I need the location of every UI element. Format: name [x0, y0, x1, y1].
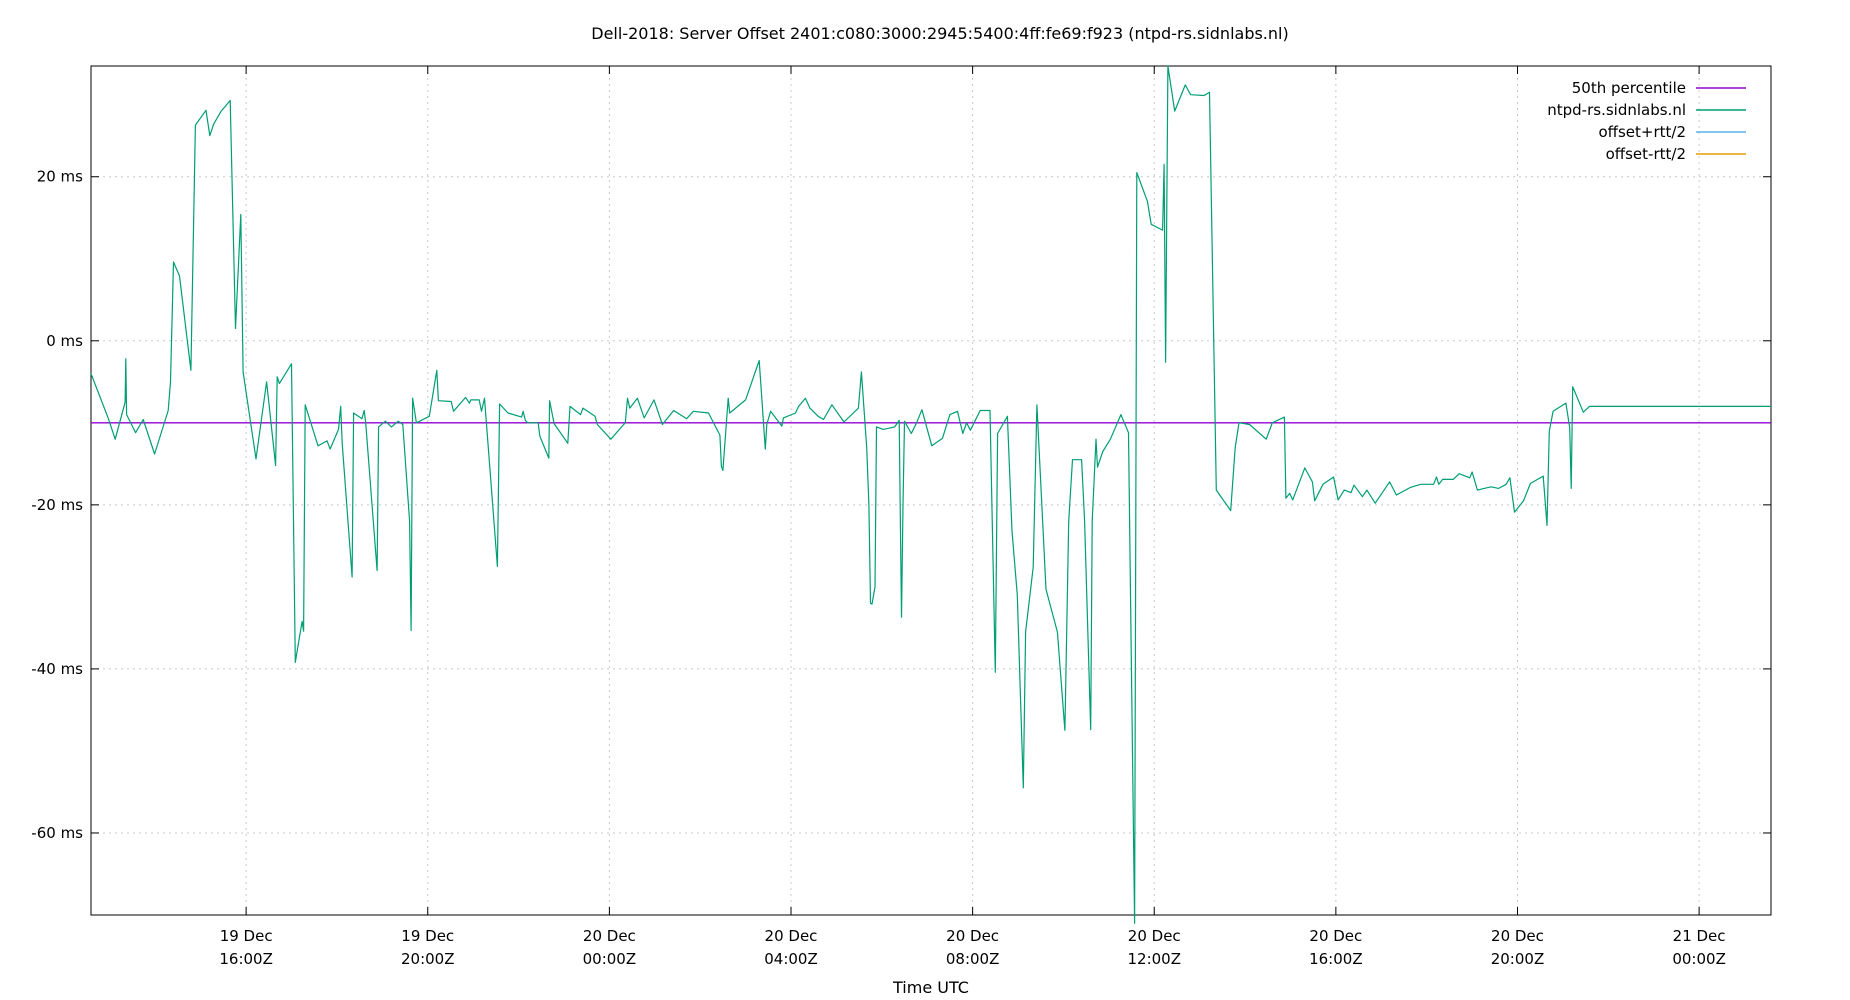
- x-tick-label-time: 16:00Z: [1309, 950, 1363, 968]
- y-tick-label: -20 ms: [31, 496, 83, 514]
- y-tick-label: 20 ms: [37, 168, 83, 186]
- x-tick-label-date: 20 Dec: [946, 927, 999, 945]
- series-layer: [90, 65, 1771, 924]
- x-tick-label-time: 00:00Z: [1672, 950, 1726, 968]
- x-tick-label-date: 20 Dec: [765, 927, 818, 945]
- x-tick-label-date: 19 Dec: [401, 927, 454, 945]
- x-tick-label-time: 16:00Z: [219, 950, 273, 968]
- y-axis: 20 ms 0 ms -20 ms -40 ms -60 ms: [31, 168, 1771, 842]
- y-tick-label: 0 ms: [46, 332, 83, 350]
- series-line-ntpd-rs: [90, 65, 1771, 924]
- legend-label: ntpd-rs.sidnlabs.nl: [1547, 101, 1686, 119]
- y-tick-label: -40 ms: [31, 660, 83, 678]
- x-tick-label-time: 12:00Z: [1127, 950, 1181, 968]
- x-tick-label-time: 04:00Z: [764, 950, 818, 968]
- legend-label: offset+rtt/2: [1598, 123, 1686, 141]
- legend-label: 50th percentile: [1572, 79, 1686, 97]
- x-tick-label-date: 20 Dec: [1309, 927, 1362, 945]
- x-axis-label: Time UTC: [892, 978, 969, 997]
- y-tick-label: -60 ms: [31, 824, 83, 842]
- x-tick-label-date: 20 Dec: [583, 927, 636, 945]
- x-tick-label-date: 19 Dec: [220, 927, 273, 945]
- x-tick-label-date: 20 Dec: [1128, 927, 1181, 945]
- x-tick-label-time: 08:00Z: [946, 950, 1000, 968]
- x-axis: 19 Dec 16:00Z 19 Dec 20:00Z 20 Dec 00:00Z 20 D…: [219, 66, 1726, 968]
- grid: [91, 66, 1771, 915]
- x-tick-label-date: 20 Dec: [1491, 927, 1544, 945]
- x-tick-label-time: 20:00Z: [1491, 950, 1545, 968]
- legend: 50th percentile ntpd-rs.sidnlabs.nl offset…: [1547, 79, 1746, 163]
- x-tick-label-time: 20:00Z: [401, 950, 455, 968]
- legend-label: offset-rtt/2: [1606, 145, 1686, 163]
- x-tick-label-time: 00:00Z: [583, 950, 637, 968]
- x-tick-label-date: 21 Dec: [1673, 927, 1726, 945]
- chart-title: Dell-2018: Server Offset 2401:c080:3000:…: [591, 24, 1288, 43]
- plot-area-border: [90, 65, 1772, 916]
